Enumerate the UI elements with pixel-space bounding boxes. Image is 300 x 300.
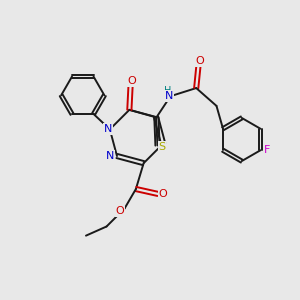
Text: N: N: [104, 124, 112, 134]
Text: O: O: [196, 56, 204, 66]
Text: O: O: [116, 206, 124, 217]
Text: H: H: [164, 86, 171, 96]
Text: F: F: [264, 145, 270, 155]
Text: N: N: [106, 151, 115, 161]
Text: O: O: [159, 189, 168, 199]
Text: O: O: [128, 76, 136, 86]
Text: N: N: [165, 91, 173, 101]
Text: S: S: [158, 142, 166, 152]
